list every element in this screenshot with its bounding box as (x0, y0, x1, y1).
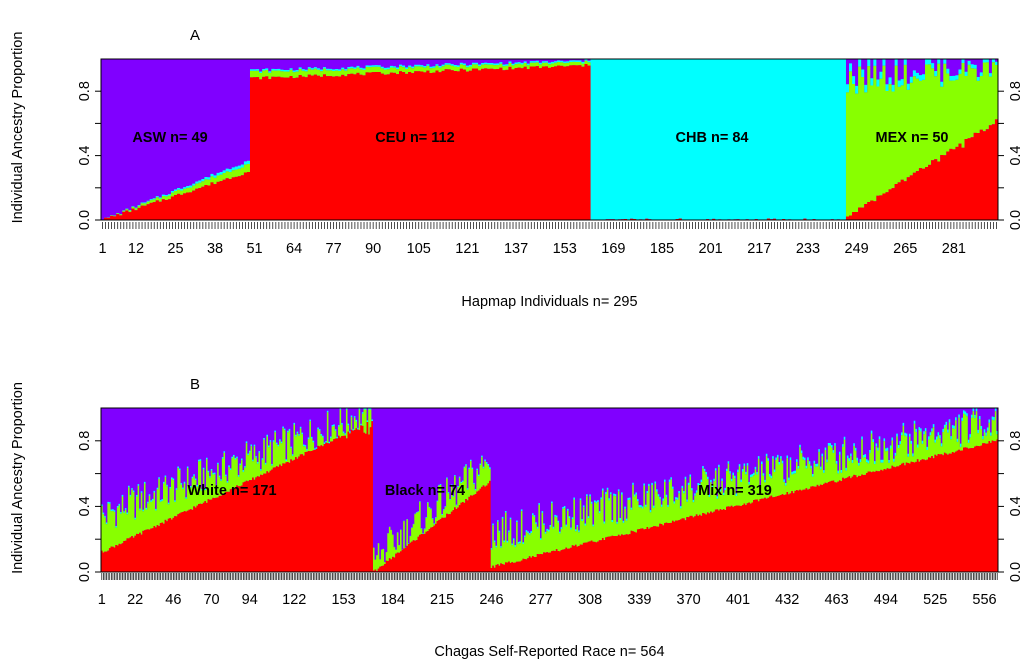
x-axis-label: Hapmap Individuals n= 295 (461, 294, 637, 310)
y-tick-label-right: 0.4 (1008, 496, 1024, 516)
x-tick-label: 153 (331, 592, 355, 608)
series-cyan (101, 59, 998, 220)
x-tick-label: 525 (923, 592, 947, 608)
x-tick-label: 432 (775, 592, 799, 608)
group-label: MEX n= 50 (876, 130, 949, 146)
panel-b: 1 22 46 70 94 122 153 184 215 246 277 308 339 370 401 4… (10, 376, 1024, 660)
group-label: ASW n= 49 (132, 130, 207, 146)
group-label: White n= 171 (187, 483, 276, 499)
y-tick-label-right: 0.0 (1008, 562, 1024, 582)
y-tick-label-right: 0.8 (1008, 81, 1024, 101)
x-tick-label: 265 (893, 241, 917, 257)
series-green (101, 409, 998, 572)
y-tick-label-left: 0.4 (77, 146, 93, 166)
x-tick-marks (101, 573, 998, 580)
x-tick-label: 1 (98, 241, 106, 257)
x-tick-label: 105 (407, 241, 431, 257)
y-tick-label-left: 0.4 (77, 496, 93, 516)
x-tick-label: 201 (699, 241, 723, 257)
y-axis-label: Individual Ancestry Proportion (10, 382, 26, 574)
x-tick-label: 246 (479, 592, 503, 608)
y-tick-label-left: 0.0 (77, 210, 93, 230)
x-tick-label: 64 (286, 241, 302, 257)
y-tick-label-left: 0.8 (77, 81, 93, 101)
y-tick-label-right: 0.8 (1008, 431, 1024, 451)
series-red (101, 63, 998, 220)
x-tick-label: 277 (529, 592, 553, 608)
x-tick-label: 401 (726, 592, 750, 608)
group-label: CEU n= 112 (375, 130, 454, 146)
x-tick-label: 25 (167, 241, 183, 257)
series-red (101, 421, 998, 572)
x-tick-label: 184 (381, 592, 405, 608)
x-tick-label: 249 (845, 241, 869, 257)
x-tick-label: 46 (165, 592, 181, 608)
x-tick-label: 463 (824, 592, 848, 608)
x-tick-label: 12 (128, 241, 144, 257)
x-tick-label: 1 (98, 592, 106, 608)
x-tick-label: 308 (578, 592, 602, 608)
panel-label: A (190, 27, 200, 44)
x-tick-label: 217 (747, 241, 771, 257)
y-tick-label-right: 0.0 (1008, 210, 1024, 230)
x-tick-label: 185 (650, 241, 674, 257)
panel-label: B (190, 376, 200, 393)
x-tick-label: 122 (282, 592, 306, 608)
group-label: CHB n= 84 (676, 130, 749, 146)
y-tick-label-left: 0.0 (77, 562, 93, 582)
group-label: Mix n= 319 (698, 483, 772, 499)
x-tick-label: 370 (677, 592, 701, 608)
x-axis-label: Chagas Self-Reported Race n= 564 (434, 644, 664, 660)
x-tick-label: 215 (430, 592, 454, 608)
x-tick-label: 153 (553, 241, 577, 257)
x-tick-label: 90 (365, 241, 381, 257)
x-tick-label: 38 (207, 241, 223, 257)
x-tick-label: 494 (874, 592, 898, 608)
x-tick-label: 94 (242, 592, 258, 608)
panel-a: 1 12 25 38 51 64 77 90 105 121 137 153 169 185 201 217 2… (10, 27, 1024, 310)
x-tick-label: 121 (455, 241, 479, 257)
y-tick-label-left: 0.8 (77, 431, 93, 451)
x-tick-label: 51 (246, 241, 262, 257)
plot-frame (100, 58, 999, 221)
x-tick-label: 70 (203, 592, 219, 608)
x-tick-label: 233 (796, 241, 820, 257)
x-tick-label: 137 (504, 241, 528, 257)
x-tick-label: 22 (127, 592, 143, 608)
x-tick-marks (102, 222, 997, 229)
x-tick-label: 556 (972, 592, 996, 608)
y-tick-label-right: 0.4 (1008, 146, 1024, 166)
x-tick-label: 281 (942, 241, 966, 257)
y-axis-label: Individual Ancestry Proportion (10, 32, 26, 224)
x-tick-label: 339 (627, 592, 651, 608)
x-tick-label: 169 (601, 241, 625, 257)
plot-frame (100, 407, 999, 573)
x-tick-label: 77 (326, 241, 342, 257)
group-label: Black n= 74 (385, 483, 465, 499)
